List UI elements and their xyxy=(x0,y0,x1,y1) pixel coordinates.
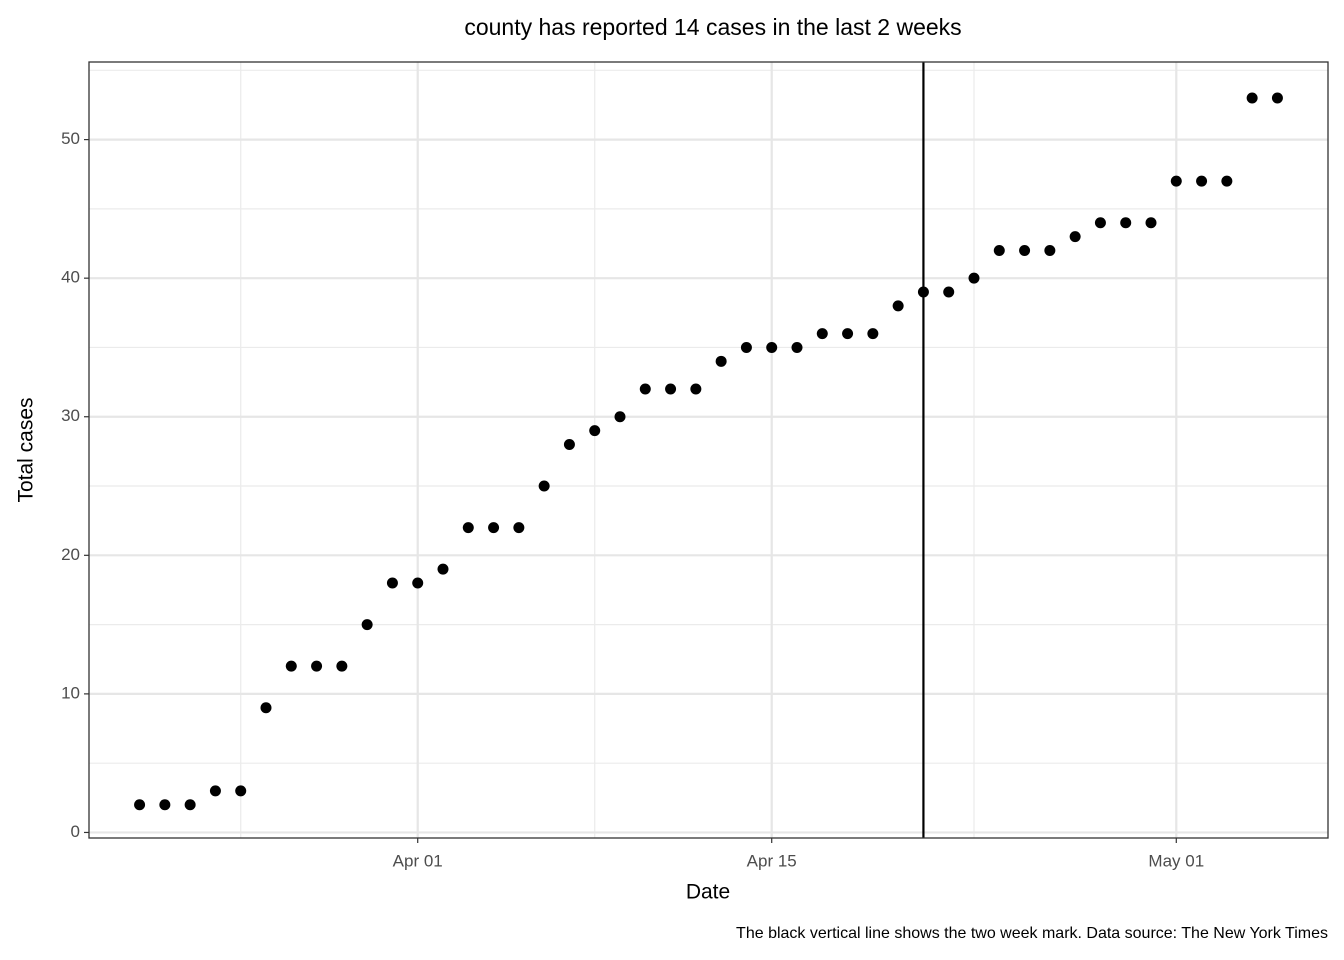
point xyxy=(917,286,929,298)
point xyxy=(1019,244,1031,256)
y-tick-label: 50 xyxy=(61,129,80,148)
point xyxy=(993,244,1005,256)
x-tick-label: Apr 01 xyxy=(393,851,443,870)
point xyxy=(766,341,778,353)
point xyxy=(437,563,449,575)
point xyxy=(538,480,550,492)
point xyxy=(1221,175,1233,187)
point xyxy=(235,785,247,797)
point xyxy=(589,425,601,437)
point xyxy=(412,577,424,589)
y-tick-label: 40 xyxy=(61,268,80,287)
x-axis-label: Date xyxy=(686,881,730,904)
x-tick-label: Apr 15 xyxy=(747,851,797,870)
point xyxy=(184,799,196,811)
point xyxy=(639,383,651,395)
point xyxy=(740,341,752,353)
x-tick-label: May 01 xyxy=(1148,851,1204,870)
point xyxy=(867,328,879,340)
point xyxy=(1196,175,1208,187)
point xyxy=(791,341,803,353)
y-tick-label: 20 xyxy=(61,545,80,564)
point xyxy=(1271,92,1283,104)
y-tick-label: 30 xyxy=(61,406,80,425)
chart-title: county has reported 14 cases in the last… xyxy=(464,14,961,40)
point xyxy=(715,355,727,367)
point xyxy=(462,522,474,534)
point xyxy=(1044,244,1056,256)
caption: The black vertical line shows the two we… xyxy=(736,925,1328,942)
point xyxy=(614,411,626,423)
y-axis-label: Total cases xyxy=(15,397,38,502)
point xyxy=(134,799,146,811)
point xyxy=(1145,217,1157,229)
point xyxy=(336,660,348,672)
point xyxy=(1069,231,1081,243)
point xyxy=(665,383,677,395)
point xyxy=(1094,217,1106,229)
point xyxy=(1246,92,1258,104)
point xyxy=(209,785,221,797)
y-tick-label: 10 xyxy=(61,683,80,702)
point xyxy=(361,619,373,631)
point xyxy=(563,438,575,450)
point xyxy=(892,300,904,312)
point xyxy=(816,328,828,340)
point xyxy=(968,272,980,284)
point xyxy=(842,328,854,340)
point xyxy=(488,522,500,534)
point xyxy=(1170,175,1182,187)
point xyxy=(1120,217,1132,229)
point xyxy=(943,286,955,298)
panel-border xyxy=(88,61,1329,839)
point xyxy=(690,383,702,395)
y-tick-label: 0 xyxy=(71,822,80,841)
point xyxy=(386,577,398,589)
point xyxy=(513,522,525,534)
point xyxy=(285,660,297,672)
point xyxy=(260,702,272,714)
point xyxy=(159,799,171,811)
point xyxy=(311,660,323,672)
